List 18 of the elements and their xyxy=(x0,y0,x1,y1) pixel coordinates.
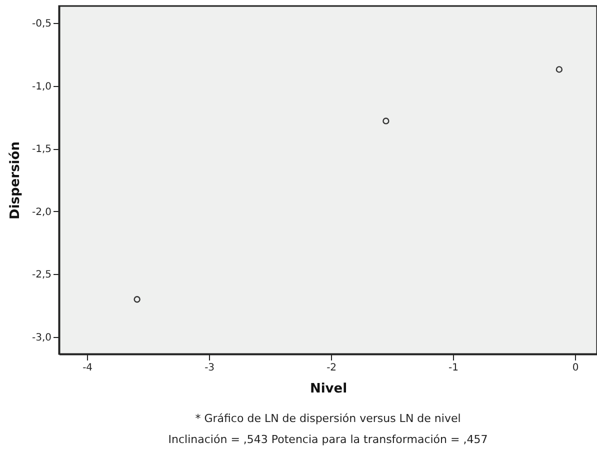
y-tick-label: -2,0 xyxy=(32,206,52,218)
x-axis-title: Nivel xyxy=(310,382,348,396)
x-tick-label: -2 xyxy=(326,362,337,374)
y-tick-label: -0,5 xyxy=(32,18,52,30)
y-tick-label: -1,0 xyxy=(32,81,52,92)
text: * Gráfico de LN de dispersión versus LN de nivel xyxy=(195,412,461,425)
y-axis-title: Dispersión xyxy=(8,142,23,220)
x-tick-label: -4 xyxy=(82,362,93,374)
x-tick-label: -3 xyxy=(204,362,215,374)
x-tick-label: 0 xyxy=(572,362,579,374)
point xyxy=(134,296,140,303)
point xyxy=(556,66,563,73)
y-tick-label: -2,5 xyxy=(32,270,52,281)
text: Inclinación = ,543 Potencia para la transformación = ,457 xyxy=(168,433,488,446)
y-tick-label: -1,5 xyxy=(32,144,52,156)
x-tick-label: -1 xyxy=(448,362,459,374)
y-tick-label: -3,0 xyxy=(32,332,52,344)
point xyxy=(382,118,390,124)
